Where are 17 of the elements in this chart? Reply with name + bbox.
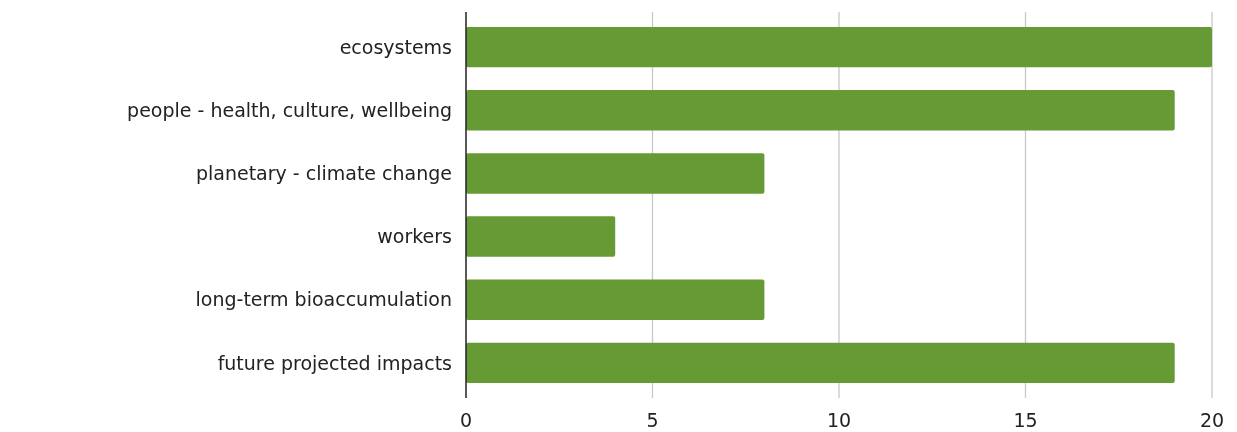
y-tick-label: long-term bioaccumulation — [195, 288, 452, 311]
y-tick-label: ecosystems — [339, 35, 452, 58]
bar — [466, 342, 1175, 384]
y-tick-label: future projected impacts — [217, 351, 452, 374]
y-tick-label: planetary - climate change — [195, 162, 452, 185]
bar — [466, 153, 765, 194]
x-tick-label: 15 — [1013, 409, 1038, 431]
y-tick-label: people - health, culture, wellbeing — [127, 98, 452, 121]
bar — [466, 26, 1212, 68]
bar — [466, 90, 1175, 131]
x-tick-label: 20 — [1199, 409, 1225, 431]
y-tick-label: workers — [377, 225, 452, 248]
bar — [466, 279, 765, 320]
bar — [466, 216, 616, 257]
x-tick-label: 5 — [646, 409, 659, 431]
x-tick-label: 10 — [826, 409, 852, 431]
x-tick-label: 0 — [459, 409, 473, 431]
